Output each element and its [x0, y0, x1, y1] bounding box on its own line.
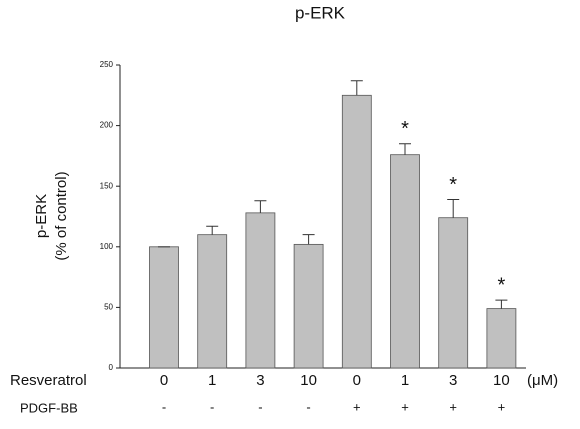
error-bar: [495, 299, 508, 309]
chart-title: p-ERK: [295, 3, 346, 22]
x-tick-label: +: [353, 399, 361, 414]
bar: [197, 234, 228, 369]
y-axis-label: p-ERK: [33, 194, 50, 238]
unit-label: (μM): [527, 372, 558, 389]
x-tick-label: -: [306, 399, 310, 414]
x-tick-label: 3: [256, 372, 264, 389]
bar: [390, 154, 420, 369]
row-label: Resveratrol: [10, 372, 87, 389]
error-bar: [206, 225, 219, 235]
y-axis-label: (% of control): [53, 171, 70, 260]
y-tick-label: 250: [100, 60, 114, 69]
x-tick-label: +: [449, 399, 457, 414]
x-tick-label: 0: [160, 372, 168, 389]
annotation: *: [449, 174, 457, 196]
x-tick-label: +: [498, 399, 506, 414]
bar: [293, 243, 324, 369]
x-tick-label: 3: [449, 372, 457, 389]
error-bar: [350, 80, 363, 96]
x-tick-label: +: [401, 399, 409, 414]
x-tick-label: 0: [353, 372, 361, 389]
y-tick-label: 100: [100, 242, 114, 251]
error-bar: [447, 199, 460, 218]
row-label: PDGF-BB: [20, 400, 78, 415]
y-tick-label: 200: [100, 121, 114, 130]
bar: [245, 212, 276, 369]
y-tick-label: 0: [109, 363, 114, 372]
bar: [149, 246, 179, 369]
annotation: *: [401, 118, 409, 140]
error-bar: [399, 143, 411, 155]
x-tick-label: 10: [493, 372, 510, 389]
x-tick-label: -: [162, 399, 166, 414]
y-tick-label: 150: [100, 181, 114, 190]
error-bar: [302, 234, 315, 245]
bar: [486, 308, 517, 369]
x-tick-label: 1: [208, 372, 216, 389]
x-tick-label: 10: [300, 372, 317, 389]
x-tick-label: 1: [401, 372, 409, 389]
bar: [341, 94, 372, 369]
x-tick-label: -: [210, 399, 214, 414]
x-tick-label: -: [258, 399, 262, 414]
y-tick-label: 50: [104, 303, 113, 312]
annotation: *: [498, 274, 506, 296]
bar: [438, 217, 469, 369]
error-bar: [254, 200, 267, 213]
